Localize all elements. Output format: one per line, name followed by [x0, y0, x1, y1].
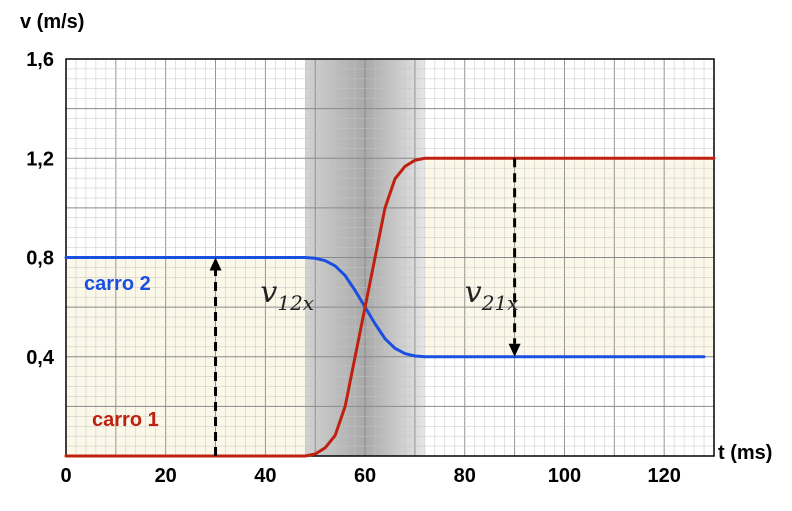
series-label-carro-1: carro 1: [92, 409, 159, 431]
x-tick-label: 60: [354, 465, 376, 487]
y-tick-label: 1,6: [26, 49, 54, 71]
annotation-subscript: 12x: [277, 291, 314, 315]
x-tick-label: 100: [548, 465, 581, 487]
x-tick-label: 20: [155, 465, 177, 487]
x-tick-label: 40: [254, 465, 276, 487]
x-tick-label: 120: [647, 465, 680, 487]
y-axis-label: v (m/s): [20, 11, 84, 33]
y-tick-label: 0,8: [26, 248, 54, 270]
y-tick-label: 1,2: [26, 148, 54, 170]
arrow-head-2: [508, 343, 521, 357]
y-tick-label: 0,4: [26, 347, 55, 369]
x-axis-label: t (ms): [718, 442, 772, 464]
x-tick-label: 80: [454, 465, 476, 487]
series-label-carro-2: carro 2: [84, 273, 151, 295]
series-line-carro-1: [64, 156, 716, 458]
x-tick-label: 0: [60, 465, 71, 487]
tick-labels: 0 20 40 60 80 100 120 0,4 0,8 1,2 1,6: [26, 49, 681, 487]
annotation-subscript: 21x: [481, 291, 519, 315]
series-lines: carro 2 carro 1: [64, 156, 716, 458]
arrow-head-1: [209, 257, 222, 271]
